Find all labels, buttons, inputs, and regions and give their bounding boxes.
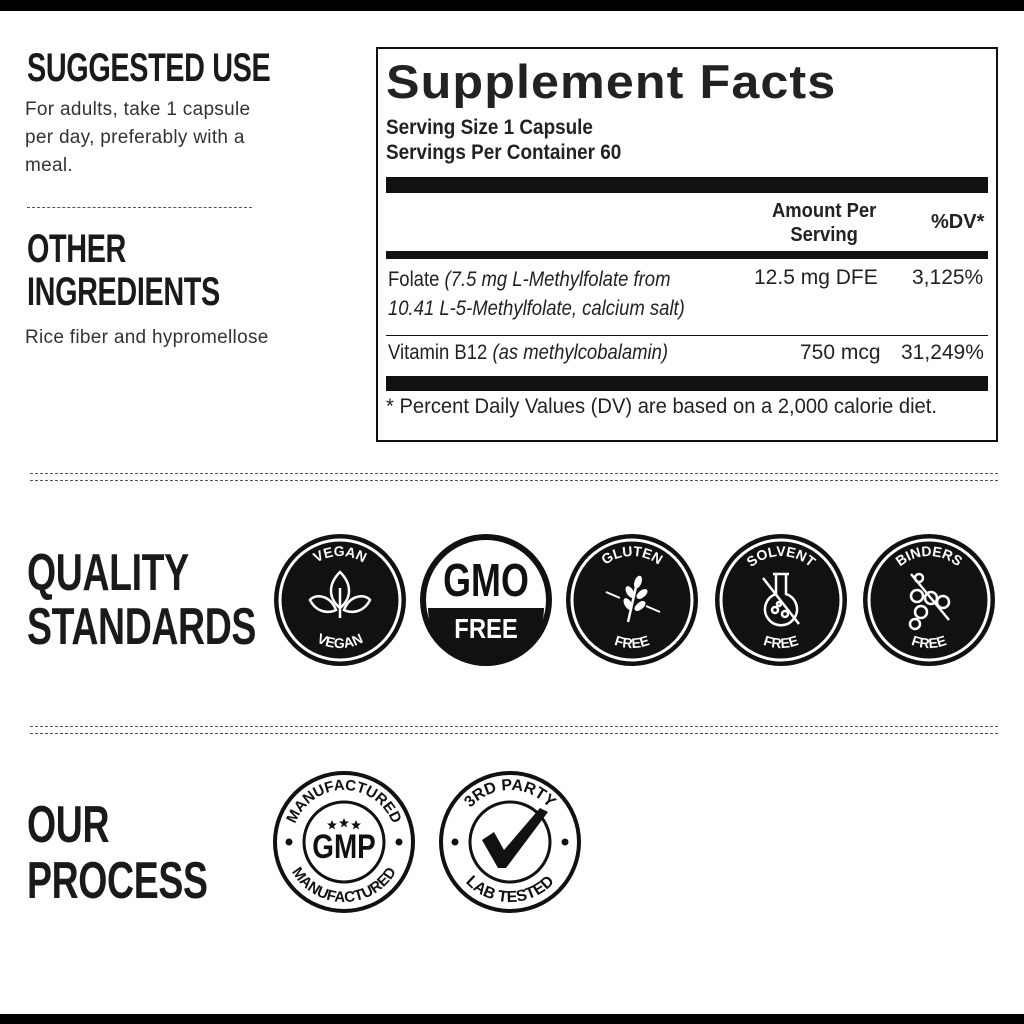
gmp-text: GMP (312, 827, 375, 865)
heading-line: PROCESS (27, 852, 208, 910)
badge-top-text: VEGAN (311, 543, 370, 565)
nutrient-detail: (7.5 mg L-Methylfolate from (444, 268, 671, 291)
top-border (0, 0, 1024, 11)
checkmark-icon (482, 808, 548, 868)
medium-rule (386, 251, 988, 259)
quality-standards-heading: QUALITY STANDARDS (27, 546, 256, 654)
thick-rule (386, 177, 988, 193)
divider (30, 473, 998, 474)
lab-tested-badge: 3RD PARTY LAB TESTED (439, 771, 581, 913)
thick-rule (386, 376, 988, 391)
dv-header: %DV* (931, 211, 985, 233)
nutrient-name: Vitamin B12 (388, 341, 488, 364)
gmo-free-badge: GMO FREE (420, 534, 552, 666)
serving-size: Serving Size 1 Capsule (386, 116, 593, 139)
stars-icon (327, 818, 361, 830)
binders-free-badge: BINDERS FREE (863, 534, 995, 666)
column-headers: Amount Per Serving %DV* (386, 193, 988, 251)
badge-top-text: GMO (443, 555, 529, 606)
heading-line: OTHER (27, 227, 127, 271)
nutrient-detail: (as methylcobalamin) (492, 341, 669, 364)
nutrient-row-folate: Folate (7.5 mg L-Methylfolate from 10.41… (386, 259, 988, 335)
amount-header: Amount Per Serving (772, 199, 876, 247)
other-ingredients-heading: OTHER INGREDIENTS (27, 228, 220, 314)
servings-per-container: Servings Per Container 60 (386, 141, 622, 164)
divider (30, 480, 998, 481)
dv: 3,125% (912, 266, 984, 289)
supplement-facts-title: Supplement Facts (386, 55, 837, 108)
badge-bottom-text: FREE (762, 632, 800, 651)
divider (30, 733, 998, 734)
footnote: * Percent Daily Values (DV) are based on… (386, 395, 937, 418)
divider (30, 726, 998, 727)
divider (27, 207, 252, 208)
header-line: Amount Per (772, 200, 877, 222)
flask-icon (762, 572, 800, 627)
nutrient-name: Folate (388, 268, 440, 291)
dv: 31,249% (901, 341, 984, 364)
description-line: Folate (7.5 mg L-Methylfolate from (388, 265, 685, 294)
thin-rule (386, 335, 988, 336)
description-line: 10.41 L-5-Methylfolate, calcium salt) (388, 294, 685, 323)
badge-bottom-text: VEGAN (315, 630, 365, 651)
amount: 750 mcg (800, 341, 881, 364)
nutrient-detail: 10.41 L-5-Methylfolate, calcium salt) (388, 297, 685, 320)
badge-bottom-text: FREE (454, 612, 517, 644)
badge-bottom-text: FREE (910, 632, 948, 651)
heading-line: QUALITY (27, 544, 189, 602)
nutrient-row-b12: Vitamin B12 (as methylcobalamin) 750 mcg… (386, 336, 988, 376)
supplement-facts-panel: Supplement Facts Serving Size 1 Capsule … (376, 47, 998, 442)
solvent-free-badge: SOLVENT FREE (715, 534, 847, 666)
nutrient-description: Folate (7.5 mg L-Methylfolate from 10.41… (388, 265, 685, 323)
wheat-icon (605, 575, 661, 623)
bottom-border (0, 1014, 1024, 1024)
header-line: Serving (790, 224, 858, 246)
text-line: per day, preferably with a (25, 127, 245, 148)
leaf-icon (308, 570, 372, 618)
nutrient-description: Vitamin B12 (as methylcobalamin) (388, 338, 668, 367)
our-process-heading: OUR PROCESS (27, 797, 208, 909)
suggested-use-text: For adults, take 1 capsule per day, pref… (25, 96, 250, 180)
gluten-free-badge: GLUTEN FREE (566, 534, 698, 666)
heading-line: INGREDIENTS (27, 270, 220, 314)
heading-line: STANDARDS (27, 598, 257, 656)
badge-bottom-text: FREE (613, 632, 651, 651)
suggested-use-heading: SUGGESTED USE (27, 46, 271, 90)
molecule-icon (908, 572, 951, 631)
gmp-badge: MANUFACTURED MANUFACTURED GMP (273, 771, 415, 913)
other-ingredients-text: Rice fiber and hypromellose (25, 327, 269, 348)
heading-line: OUR (27, 796, 110, 854)
vegan-badge: VEGAN VEGAN (274, 534, 406, 666)
text-line: meal. (25, 155, 73, 176)
text-line: For adults, take 1 capsule (25, 99, 251, 120)
amount: 12.5 mg DFE (754, 266, 878, 289)
